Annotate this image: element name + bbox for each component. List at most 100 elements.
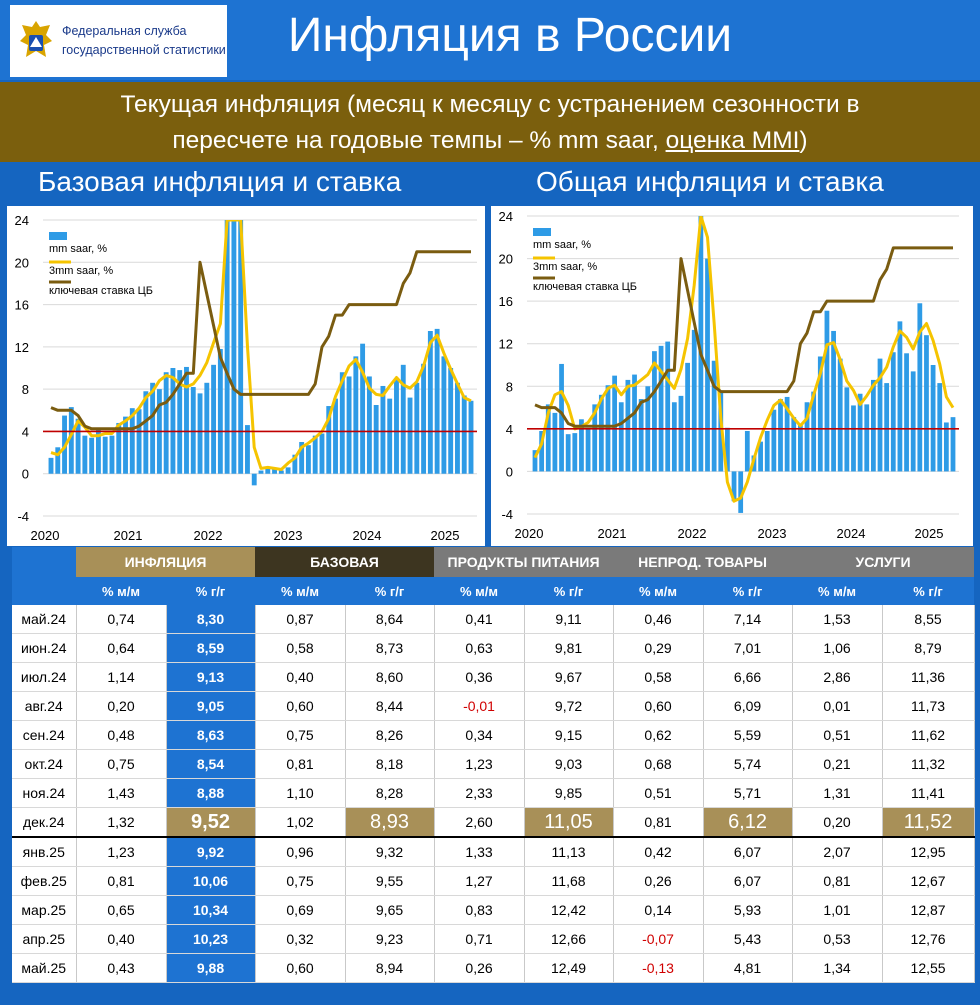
table-cell: 0,34 bbox=[434, 720, 525, 750]
table-cell: 10,06 bbox=[166, 866, 256, 896]
table-cell: 2,07 bbox=[792, 837, 883, 867]
table-group-header: ИНФЛЯЦИЯ БАЗОВАЯ ПРОДУКТЫ ПИТАНИЯ НЕПРОД… bbox=[12, 547, 975, 577]
bar bbox=[75, 418, 81, 474]
rosstat-logo[interactable]: Федеральная служба государственной стати… bbox=[10, 5, 227, 77]
table-cell: 9,11 bbox=[524, 605, 614, 634]
y-tick-label: 0 bbox=[506, 464, 513, 479]
table-row: мар.25 0,65 10,34 0,69 9,65 0,83 12,42 0,14 5,93… bbox=[12, 895, 975, 925]
bar bbox=[638, 399, 644, 472]
bar bbox=[190, 387, 196, 474]
core-inflation-chart: -4 0 4 8 12 16 20 24 2020 2021 2022 2023 2024 2025 mm … bbox=[7, 206, 485, 546]
bar bbox=[711, 360, 717, 472]
table-cell: 5,93 bbox=[703, 895, 793, 925]
bar bbox=[265, 468, 271, 474]
table-cell: 9,67 bbox=[524, 662, 614, 692]
table-cell: 11,32 bbox=[882, 749, 975, 779]
table-cell: -0,07 bbox=[613, 924, 704, 954]
bar bbox=[685, 362, 690, 472]
table-cell: 8,26 bbox=[345, 720, 435, 750]
bar bbox=[632, 374, 637, 472]
table-cell: 9,88 bbox=[166, 953, 256, 983]
bar bbox=[705, 258, 710, 472]
table-cell: 12,76 bbox=[882, 924, 975, 954]
table-cell: 9,55 bbox=[345, 866, 435, 896]
bar bbox=[877, 358, 883, 472]
key-rate-line bbox=[534, 246, 953, 428]
key-rate-line bbox=[50, 250, 471, 431]
table-cell: 0,64 bbox=[76, 633, 167, 663]
table-cell: 8,59 bbox=[166, 633, 256, 663]
mmi-estimate-link[interactable]: оценка MMI bbox=[665, 127, 800, 154]
row-month: июл.24 bbox=[12, 662, 77, 692]
right-chart-title: Общая инфляция и ставка bbox=[536, 166, 884, 197]
table-row: янв.25 1,23 9,92 0,96 9,32 1,33 11,13 0,42 6,07 2… bbox=[12, 837, 975, 867]
x-tick-label: 2022 bbox=[194, 528, 223, 543]
bar bbox=[245, 425, 250, 474]
table-row: май.24 0,74 8,30 0,87 8,64 0,41 9,11 0,46 7,14 1,… bbox=[12, 605, 975, 634]
bar bbox=[82, 435, 88, 474]
table-cell: 1,14 bbox=[76, 662, 167, 692]
x-tick-label: 2021 bbox=[598, 526, 627, 541]
table-cell: 9,03 bbox=[524, 749, 614, 779]
table-cell: 8,63 bbox=[166, 720, 256, 750]
table-cell: 1,23 bbox=[434, 749, 525, 779]
table-cell: 0,41 bbox=[434, 605, 525, 634]
bar bbox=[585, 428, 591, 472]
legend-label-key-rate: ключевая ставка ЦБ bbox=[49, 285, 153, 297]
table-cell: 6,07 bbox=[703, 837, 793, 867]
table-cell: 12,42 bbox=[524, 895, 614, 925]
table-cell: 9,72 bbox=[524, 691, 614, 721]
table-cell: 2,33 bbox=[434, 778, 525, 808]
bar bbox=[671, 402, 677, 472]
bar bbox=[400, 364, 406, 474]
bar bbox=[333, 398, 338, 474]
bar bbox=[884, 383, 890, 472]
table-cell: 1,02 bbox=[255, 807, 346, 838]
bar bbox=[258, 470, 264, 474]
table-cell: 8,54 bbox=[166, 749, 256, 779]
bar bbox=[421, 363, 427, 474]
bar bbox=[339, 372, 345, 474]
table-cell: 0,14 bbox=[613, 895, 704, 925]
table-cell: 12,95 bbox=[882, 837, 975, 867]
table-cell: 0,32 bbox=[255, 924, 346, 954]
group-header-inflation: ИНФЛЯЦИЯ bbox=[76, 547, 256, 577]
bar bbox=[831, 330, 836, 472]
bar bbox=[136, 409, 142, 474]
row-month: фев.25 bbox=[12, 866, 77, 896]
table-cell: 11,73 bbox=[882, 691, 975, 721]
table-cell: 0,53 bbox=[792, 924, 883, 954]
y-tick-label: 0 bbox=[22, 467, 29, 482]
table-cell: 0,81 bbox=[792, 866, 883, 896]
table-row: май.25 0,43 9,88 0,60 8,94 0,26 12,49 -0,13 4,81… bbox=[12, 953, 975, 983]
table-cell: 0,60 bbox=[255, 691, 346, 721]
subheader-cell: % г/г bbox=[882, 577, 975, 605]
table-cell: 8,18 bbox=[345, 749, 435, 779]
table-cell: 2,60 bbox=[434, 807, 525, 838]
bar bbox=[48, 457, 54, 474]
table-cell: 6,09 bbox=[703, 691, 793, 721]
y-tick-label: 16 bbox=[15, 298, 29, 313]
row-month: сен.24 bbox=[12, 720, 77, 750]
table-cell: 11,41 bbox=[882, 778, 975, 808]
table-cell: 9,65 bbox=[345, 895, 435, 925]
bar bbox=[346, 376, 352, 474]
bar bbox=[532, 450, 538, 472]
bar bbox=[731, 471, 737, 502]
table-cell: 1,10 bbox=[255, 778, 346, 808]
bar bbox=[441, 356, 447, 474]
bar bbox=[904, 353, 909, 472]
legend-label-3mm-saar: 3mm saar, % bbox=[49, 265, 113, 277]
subheader-cell: % м/м bbox=[76, 577, 166, 605]
table-cell: 8,94 bbox=[345, 953, 435, 983]
table-cell: 8,30 bbox=[166, 605, 256, 634]
bar bbox=[312, 435, 318, 474]
bar bbox=[625, 379, 631, 472]
table-cell: 11,13 bbox=[524, 837, 614, 867]
bar bbox=[353, 356, 359, 474]
table-cell: -0,01 bbox=[434, 691, 525, 721]
table-cell: 0,87 bbox=[255, 605, 346, 634]
table-cell: 11,68 bbox=[524, 866, 614, 896]
subheader-cell: % г/г bbox=[524, 577, 614, 605]
bar bbox=[817, 356, 823, 472]
